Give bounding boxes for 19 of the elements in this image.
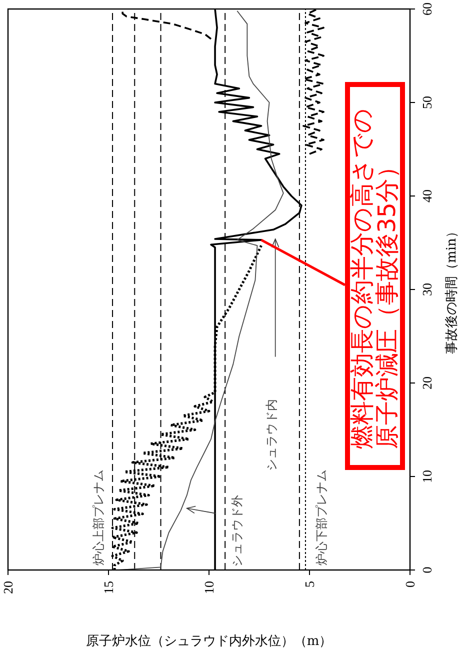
annotation: シュラウド内	[264, 398, 278, 471]
y-tick-label: 40	[420, 190, 434, 202]
y-tick-label: 0	[420, 566, 434, 574]
x-tick-label: 5	[302, 581, 317, 588]
x-axis-title: 原子炉水位（シュラウド内外水位）（m）	[86, 634, 332, 649]
y-tick-label: 20	[420, 376, 434, 390]
x-tick-label: 20	[0, 581, 16, 594]
y-tick-label: 30	[420, 283, 434, 296]
annotation: シュラウド外	[230, 495, 244, 568]
y-tick-label: 60	[420, 2, 434, 16]
x-tick-label: 0	[402, 581, 418, 588]
x-tick-label: 10	[202, 581, 216, 594]
y-tick-label: 50	[420, 96, 434, 109]
y-tick-label: 10	[420, 470, 434, 483]
x-tick-label: 15	[101, 581, 116, 594]
annotation: 炉心上部プレナム	[91, 469, 106, 566]
y-axis-title: 事故後の時間（min）	[444, 225, 460, 354]
annotation: 炉心下部プレナム	[314, 469, 329, 566]
annotation: 燃料有効長の約半分の高さでの原子炉減圧（事故後35分）	[345, 82, 405, 470]
